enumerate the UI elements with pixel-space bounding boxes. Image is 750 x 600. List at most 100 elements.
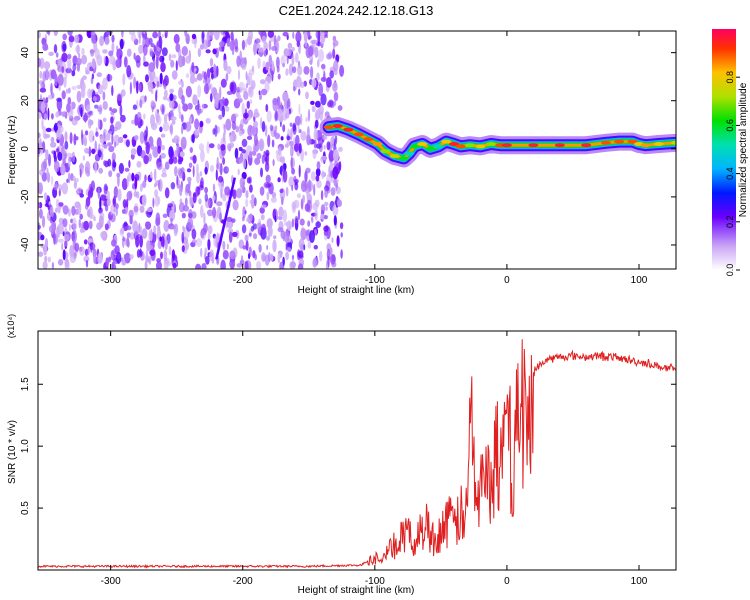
snr-frame [37,330,677,571]
noise-blob [114,141,117,148]
noise-blob [318,83,324,97]
noise-blob [288,63,294,76]
noise-blob [185,121,192,132]
noise-blob [150,228,153,242]
noise-blob [136,161,142,168]
noise-blob [76,90,82,103]
noise-blob [132,104,137,110]
noise-blob [241,224,247,234]
noise-blob [261,252,266,263]
noise-blob [120,227,125,234]
noise-blob [145,74,149,83]
noise-blob [57,151,63,161]
noise-blob [264,156,268,162]
noise-blob [159,236,162,242]
noise-blob [324,188,328,199]
noise-blob [96,72,103,78]
noise-blob [317,136,324,147]
noise-blob [226,65,232,75]
noise-blob [63,239,68,247]
noise-blob [272,239,277,253]
noise-blob [197,84,202,98]
noise-blob [229,40,235,51]
ridge-point [398,156,409,161]
ridge-point [449,142,460,146]
noise-blob [307,126,310,137]
noise-blob [244,260,249,269]
noise-blob [156,161,163,171]
noise-blob [294,181,299,191]
noise-blob [38,138,42,151]
noise-blob [134,176,138,190]
noise-blob [266,218,273,229]
noise-blob [203,223,208,233]
noise-blob [65,67,72,74]
noise-blob [265,174,271,184]
noise-blob [134,114,139,126]
noise-blob [228,231,233,243]
noise-blob [306,199,312,213]
noise-blob [196,73,203,81]
ridge-point [323,125,334,130]
colorbar-tick-label: 0.2 [725,216,735,229]
noise-blob [303,31,308,42]
noise-blob [314,228,317,236]
noise-blob [187,217,194,230]
noise-blob [171,119,176,125]
noise-blob [320,63,326,70]
noise-blob [140,250,143,257]
noise-blob [47,107,50,121]
noise-blob [83,221,89,227]
noise-blob [299,218,305,226]
noise-blob [197,99,200,111]
noise-blob [276,152,282,162]
noise-blob [276,108,283,122]
noise-blob [198,184,205,191]
noise-blob [237,69,241,81]
noise-blob [115,251,122,264]
noise-blob [291,184,294,192]
noise-blob [309,230,315,243]
noise-blob [241,149,246,154]
noise-blob [216,65,219,77]
noise-blob [181,212,186,219]
ridge-point [653,142,664,146]
noise-blob [46,167,49,179]
x-tick-label: 0 [504,576,510,587]
noise-blob [327,255,330,268]
noise-blob [49,216,53,224]
noise-blob [248,151,253,159]
noise-blob [185,73,190,79]
spectrogram-heat-layer [38,31,676,269]
noise-blob [283,163,287,171]
noise-blob [93,252,97,264]
noise-blob [163,249,168,261]
noise-blob [305,117,308,122]
noise-blob [263,150,266,158]
noise-blob [306,31,310,38]
noise-blob [102,91,106,101]
noise-blob [81,82,86,91]
noise-blob [326,77,332,88]
noise-blob [129,254,134,260]
noise-blob [91,58,96,70]
noise-blob [141,228,148,239]
noise-blob [212,206,217,219]
noise-blob [313,183,316,196]
ridge-point [671,140,676,145]
noise-blob [50,136,55,143]
noise-blob [133,76,137,89]
noise-blob [249,99,253,104]
noise-blob [316,161,321,170]
noise-blob [146,257,151,263]
noise-blob [222,250,229,260]
noise-blob [293,86,296,92]
noise-blob [245,38,248,48]
noise-blob [185,85,192,98]
noise-blob [135,235,140,248]
noise-blob [271,139,275,148]
noise-blob [62,218,68,228]
noise-blob [310,171,316,182]
noise-blob [71,85,77,91]
noise-blob [254,113,257,119]
